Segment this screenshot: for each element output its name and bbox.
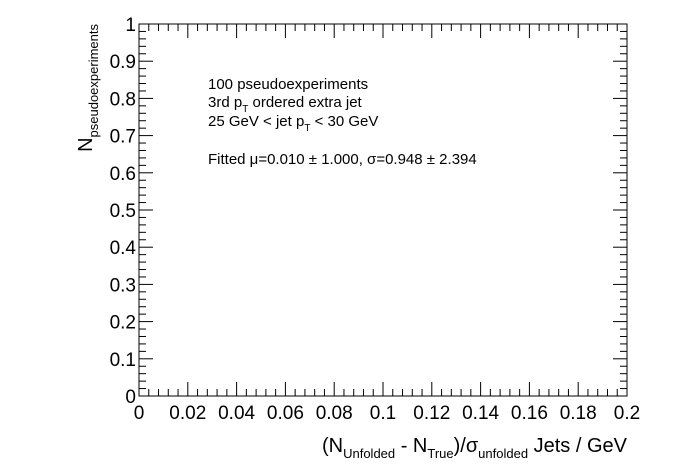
x-tick-label: 0.02 — [169, 403, 206, 424]
y-tick-label: 0.2 — [110, 313, 136, 334]
y-tick-label: 0 — [125, 387, 136, 408]
y-tick-label: 0.6 — [110, 164, 136, 185]
x-tick-label: 0.16 — [511, 403, 548, 424]
y-tick-label: 1 — [125, 15, 136, 36]
y-tick-label: 0.5 — [110, 201, 136, 222]
x-tick-label: 0.12 — [413, 403, 450, 424]
x-tick-label: 0.2 — [614, 403, 640, 424]
y-tick-label: 0.4 — [110, 238, 137, 259]
x-tick-label: 0.04 — [218, 403, 255, 424]
y-tick-label: 0.9 — [110, 52, 136, 73]
annotation-line-2: 3rd pT ordered extra jet — [208, 94, 363, 115]
x-tick-label: 0.18 — [560, 403, 597, 424]
x-tick-label: 0.1 — [370, 403, 396, 424]
annotation-fit-result: Fitted μ=0.010 ± 1.000, σ=0.948 ± 2.394 — [208, 151, 477, 168]
x-axis-title: (NUnfolded - NTrue)/σunfolded Jets / GeV — [322, 435, 628, 461]
annotation-block: 100 pseudoexperiments 3rd pT ordered ext… — [208, 76, 477, 168]
y-tick-label: 0.8 — [110, 89, 136, 110]
annotation-line-1: 100 pseudoexperiments — [208, 76, 368, 93]
x-tick-labels: 0 0.02 0.04 0.06 0.08 0.1 0.12 0.14 0.16 0.18 0.2 — [134, 403, 641, 424]
x-tick-label: 0.14 — [462, 403, 499, 424]
y-tick-label: 0.1 — [110, 350, 136, 371]
axis-ticks — [138, 23, 628, 397]
y-tick-labels: 0 0.1 0.2 0.3 0.4 0.5 0.6 0.7 0.8 0.9 1 — [110, 15, 137, 408]
annotation-line-3: 25 GeV < jet pT < 30 GeV — [208, 113, 378, 134]
y-tick-label: 0.7 — [110, 127, 136, 148]
x-tick-label: 0 — [134, 403, 145, 424]
y-axis-title: Npseudoexperiments — [75, 24, 101, 152]
x-tick-label: 0.06 — [267, 403, 304, 424]
y-tick-label: 0.3 — [110, 275, 136, 296]
x-tick-label: 0.08 — [316, 403, 353, 424]
